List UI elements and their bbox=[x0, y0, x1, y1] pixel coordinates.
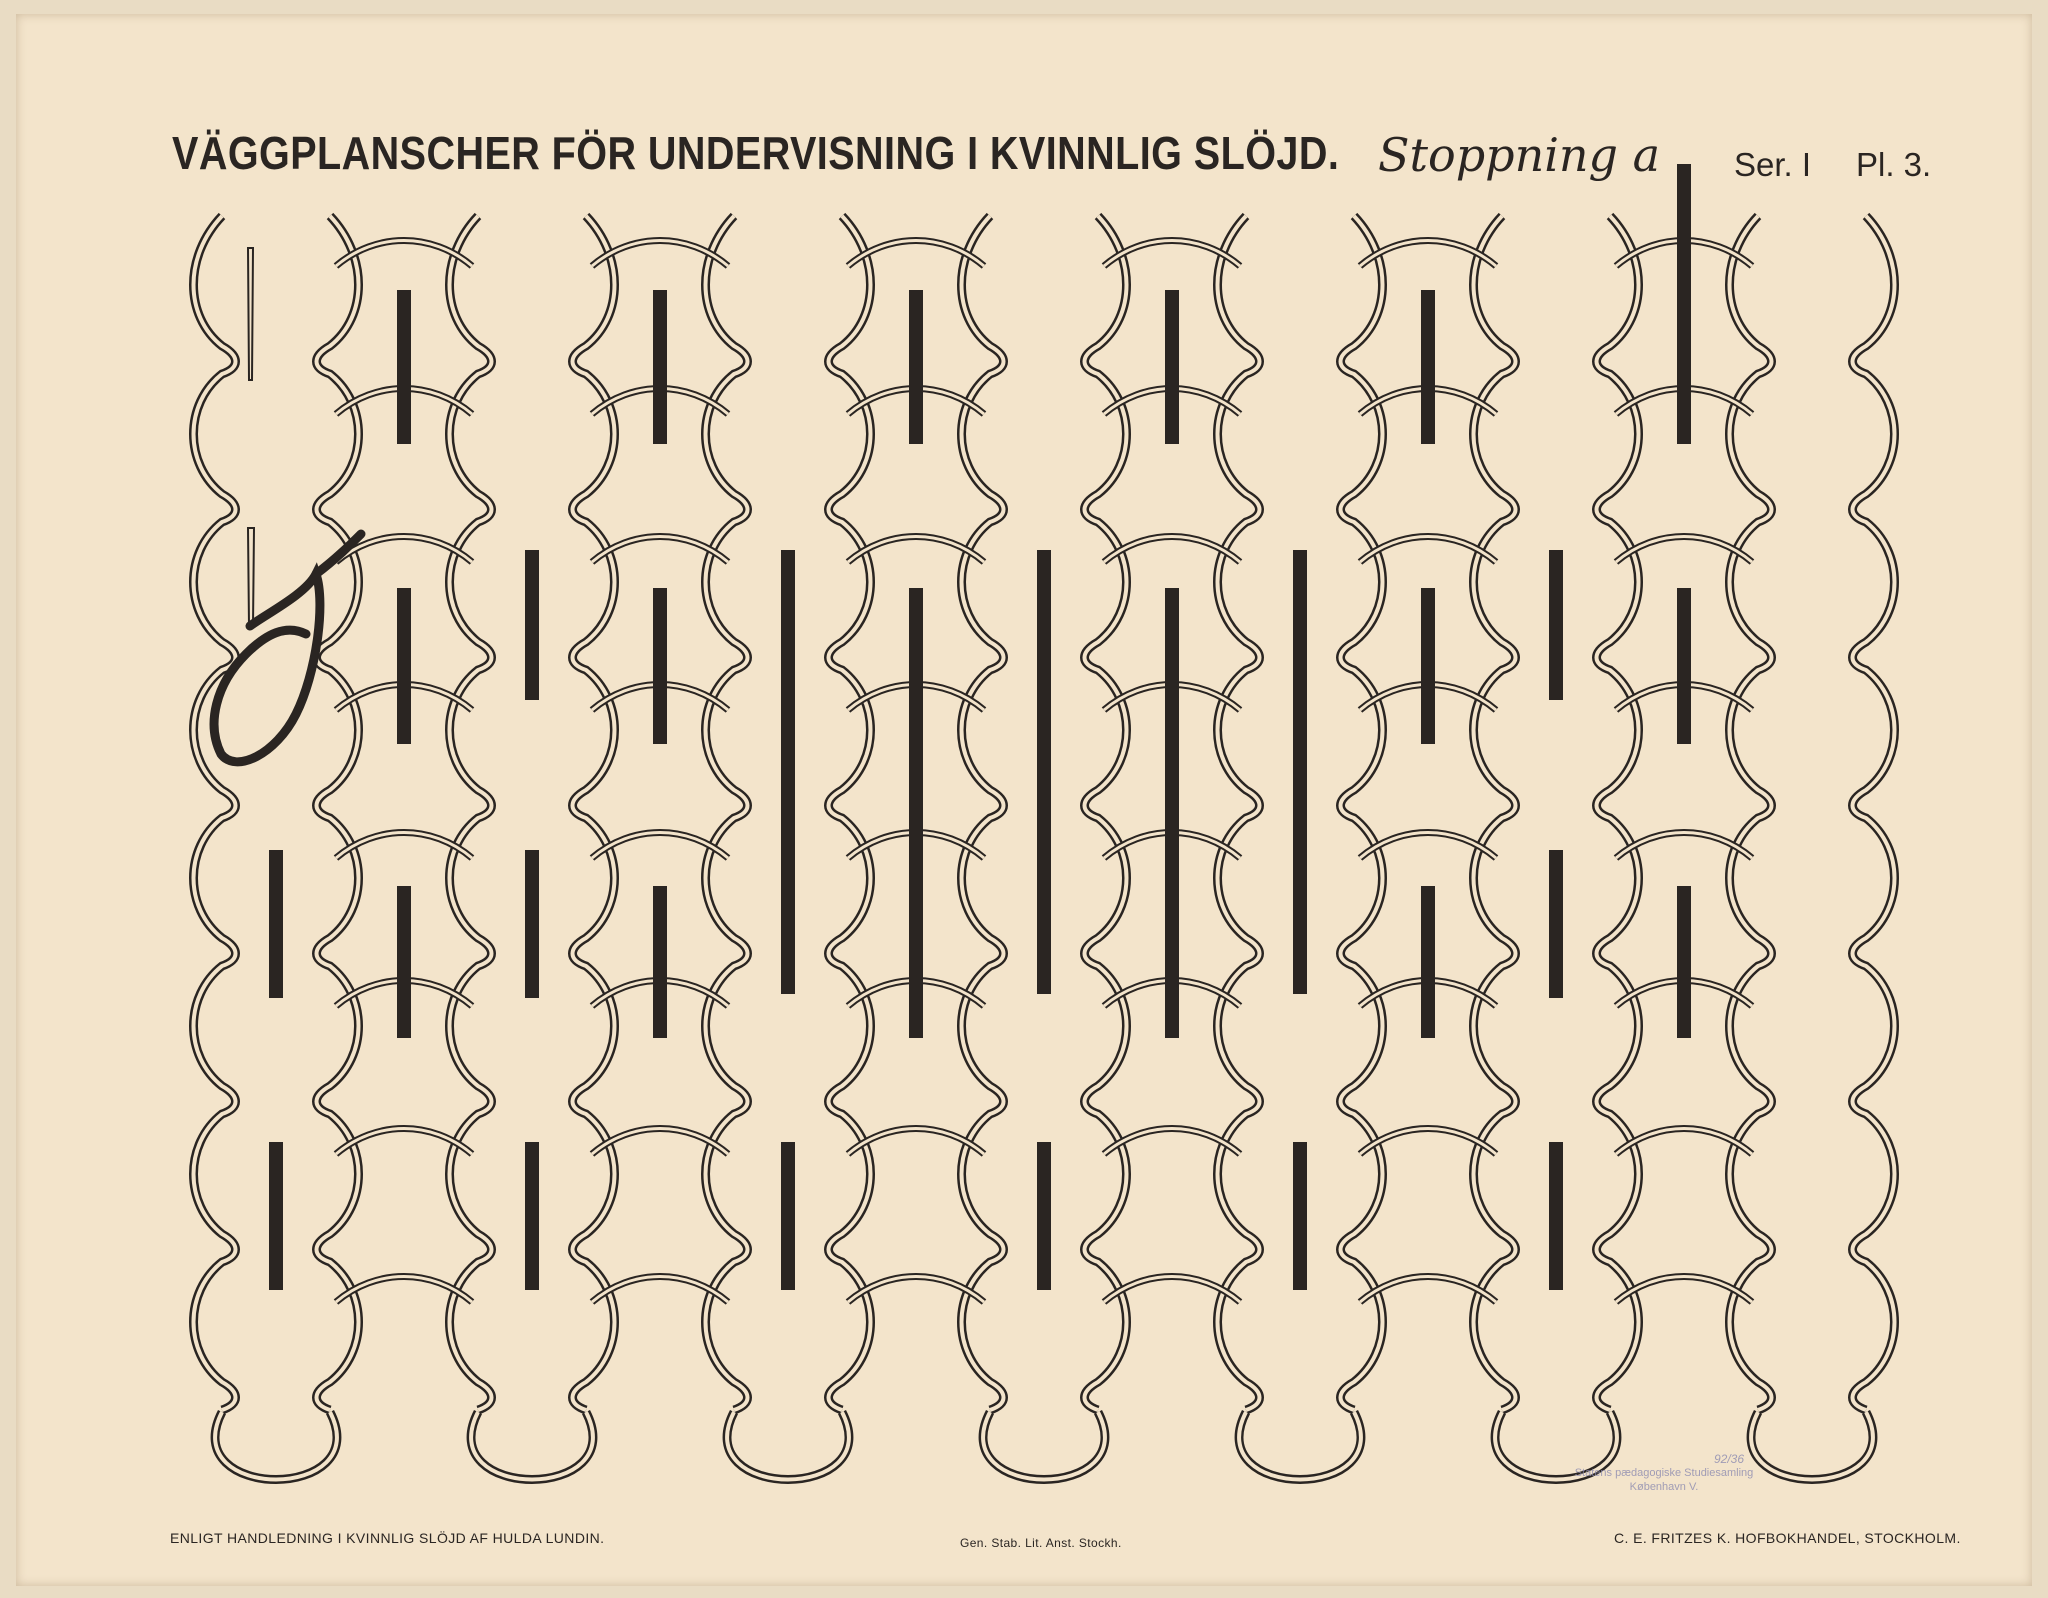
loop-arc-inner bbox=[847, 535, 985, 564]
library-stamp: 92/36 Statens pædagogiske Studiesamling … bbox=[1564, 1452, 1764, 1508]
loop-arc-inner bbox=[1359, 1275, 1497, 1304]
loop-arc-inner bbox=[1615, 1127, 1753, 1156]
loop-strand-inner bbox=[570, 214, 617, 1412]
darning-bar bbox=[1037, 1142, 1051, 1290]
darning-bar bbox=[909, 290, 923, 444]
loop-arc-inner bbox=[335, 239, 473, 268]
darning-bar bbox=[397, 290, 411, 444]
loop-arc-inner bbox=[1359, 1127, 1497, 1156]
darning-bar bbox=[1677, 886, 1691, 1038]
loop-strand-inner bbox=[1471, 214, 1518, 1412]
footer-source: ENLIGT HANDLEDNING I KVINNLIG SLÖJD AF H… bbox=[170, 1530, 605, 1546]
loop-strand-inner bbox=[1594, 214, 1641, 1412]
darning-bar bbox=[781, 550, 795, 994]
loop-arc-inner bbox=[591, 1275, 729, 1304]
poster-sheet: VÄGGPLANSCHER FÖR UNDERVISNING I KVINNLI… bbox=[16, 14, 2032, 1586]
darning-bar bbox=[1677, 588, 1691, 744]
loop-bottom-cap-inner bbox=[1749, 1411, 1875, 1482]
needle-with-thread bbox=[209, 247, 366, 767]
loop-arc-inner bbox=[1103, 239, 1241, 268]
darning-bar bbox=[909, 588, 923, 1038]
stamp-line-1: Statens pædagogiske Studiesamling bbox=[1574, 1467, 1754, 1479]
darning-bar bbox=[1421, 290, 1435, 444]
plate-number: Pl. 3. bbox=[1856, 146, 1932, 183]
loop-arc-inner bbox=[1615, 535, 1753, 564]
loop-arc-inner bbox=[335, 831, 473, 860]
darning-bar bbox=[269, 850, 283, 998]
footer-printer: Gen. Stab. Lit. Anst. Stockh. bbox=[960, 1536, 1122, 1550]
darning-bar bbox=[1549, 550, 1563, 700]
darning-bar bbox=[1421, 886, 1435, 1038]
loop-arc-inner bbox=[847, 1275, 985, 1304]
loop-arc-inner bbox=[1359, 239, 1497, 268]
loop-arc-inner bbox=[335, 1127, 473, 1156]
darning-bar bbox=[525, 550, 539, 700]
darning-bar bbox=[1677, 164, 1691, 444]
darning-bar bbox=[781, 1142, 795, 1290]
darning-bar bbox=[1293, 1142, 1307, 1290]
loop-arc-inner bbox=[1615, 831, 1753, 860]
darning-bar bbox=[269, 1142, 283, 1290]
thread-tail bbox=[311, 529, 366, 579]
loop-arc-inner bbox=[591, 1127, 729, 1156]
loop-arc-inner bbox=[1615, 1275, 1753, 1304]
loop-strand-inner bbox=[191, 214, 238, 1412]
loop-bottom-cap-inner bbox=[725, 1411, 851, 1482]
loop-arc-inner bbox=[847, 1127, 985, 1156]
loop-strand-inner bbox=[826, 214, 873, 1412]
darning-needle-lower bbox=[246, 527, 256, 627]
loop-arc-inner bbox=[591, 831, 729, 860]
darning-bar bbox=[1421, 588, 1435, 744]
loop-strand-inner bbox=[1338, 214, 1385, 1412]
darning-bar bbox=[525, 850, 539, 998]
loop-arc-inner bbox=[591, 535, 729, 564]
loop-arc-inner bbox=[335, 1275, 473, 1304]
poster-title: VÄGGPLANSCHER FÖR UNDERVISNING I KVINNLI… bbox=[172, 127, 1340, 179]
darning-thread-bars bbox=[269, 164, 1691, 1290]
loop-strand-inner bbox=[1215, 214, 1262, 1412]
darning-bar bbox=[653, 290, 667, 444]
loop-bottom-cap-inner bbox=[1237, 1411, 1363, 1482]
darning-bar bbox=[1293, 550, 1307, 994]
loop-strand-inner bbox=[314, 214, 361, 1412]
darning-needle-upper bbox=[246, 247, 255, 381]
loop-strand-inner bbox=[959, 214, 1006, 1412]
loop-strand-inner bbox=[1727, 214, 1774, 1412]
loop-bottom-cap-inner bbox=[469, 1411, 595, 1482]
loop-strand-inner bbox=[1082, 214, 1129, 1412]
darning-bar bbox=[525, 1142, 539, 1290]
knitting-darning-diagram bbox=[189, 164, 1899, 1484]
loop-strand-inner bbox=[1850, 214, 1897, 1412]
darning-bar bbox=[1165, 290, 1179, 444]
stamp-line-2: København V. bbox=[1629, 1481, 1699, 1493]
loop-arc-inner bbox=[847, 239, 985, 268]
darning-bar bbox=[1549, 1142, 1563, 1290]
loop-bottom-cap-inner bbox=[981, 1411, 1107, 1482]
loop-arc-inner bbox=[1103, 535, 1241, 564]
loop-arc-inner bbox=[591, 239, 729, 268]
loop-arc-inner bbox=[335, 535, 473, 564]
series-label: Ser. I bbox=[1734, 146, 1812, 183]
loop-bottom-cap-inner bbox=[213, 1411, 339, 1482]
loop-arc-inner bbox=[1103, 1127, 1241, 1156]
subject-title: Stoppning a bbox=[1378, 128, 1661, 182]
loop-arc-inner bbox=[1103, 1275, 1241, 1304]
darning-bar bbox=[653, 588, 667, 744]
darning-bar bbox=[397, 588, 411, 744]
loop-arc-inner bbox=[1359, 831, 1497, 860]
loop-strand-inner bbox=[703, 214, 750, 1412]
loop-arc-inner bbox=[1359, 535, 1497, 564]
footer-publisher: C. E. FRITZES K. HOFBOKHANDEL, STOCKHOLM… bbox=[1614, 1530, 1961, 1546]
darning-bar bbox=[1165, 588, 1179, 1038]
knit-loop-grid bbox=[189, 212, 1899, 1484]
thread-loop bbox=[209, 562, 325, 767]
darning-bar bbox=[653, 886, 667, 1038]
stamp-number: 92/36 bbox=[1713, 1452, 1744, 1466]
darning-bar bbox=[1037, 550, 1051, 994]
darning-bar bbox=[1549, 850, 1563, 998]
loop-strand-inner bbox=[447, 214, 494, 1412]
darning-bar bbox=[397, 886, 411, 1038]
loop-bottom-cap-inner bbox=[1493, 1411, 1619, 1482]
